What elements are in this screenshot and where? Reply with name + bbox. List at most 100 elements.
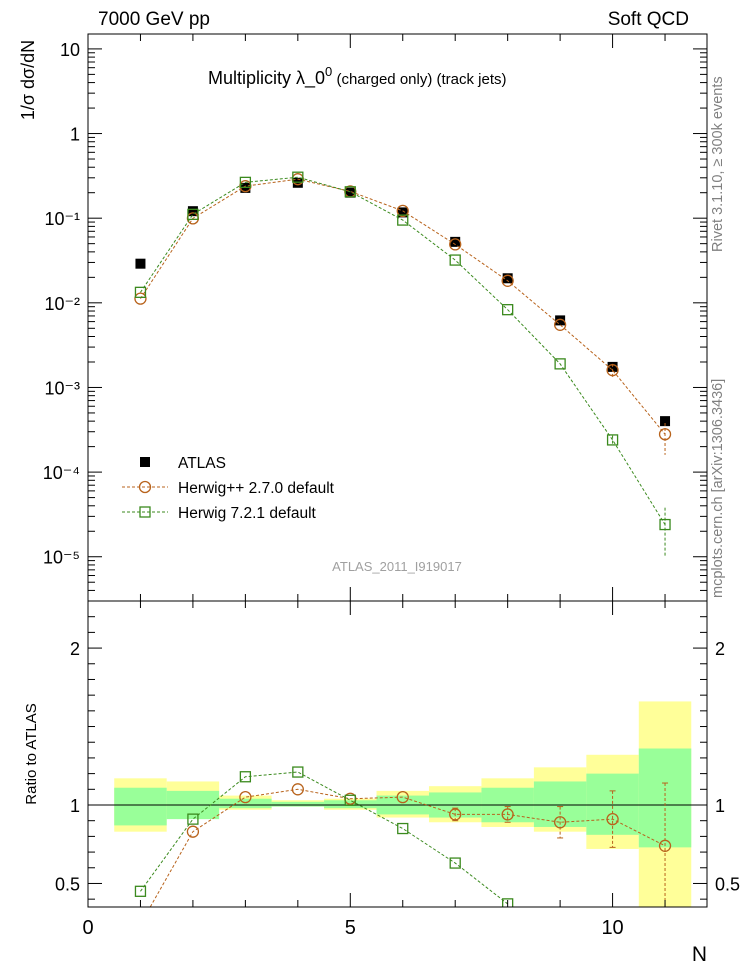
x-tick-label: 0	[82, 917, 93, 939]
x-axis-label: N	[692, 943, 707, 966]
energy-label: 7000 GeV pp	[98, 9, 210, 30]
data-point	[606, 364, 619, 377]
data-point	[292, 171, 304, 183]
ratio-marks	[134, 766, 672, 907]
inner-band	[586, 773, 639, 835]
inner-band	[114, 787, 167, 826]
ratio-line	[149, 788, 666, 907]
data-point	[396, 204, 409, 218]
ratio-point	[553, 816, 567, 829]
data-point	[659, 518, 671, 531]
y-tick-label: 10⁻⁴	[43, 463, 80, 483]
data-point	[187, 208, 199, 220]
main-title: Multiplicity λ_00 (charged only) (track …	[208, 64, 507, 89]
ratio-point	[134, 885, 147, 897]
ratio-panel: 0.5 0.5 1 1 2 2 0 5 10 Ratio to ATLAS N	[23, 600, 740, 966]
ratio-point	[501, 808, 514, 821]
series-line	[140, 176, 666, 525]
data-point	[553, 318, 567, 331]
y-tick-label: 10⁻⁵	[43, 548, 80, 568]
y-tick-label: 1	[70, 125, 80, 145]
data-point	[397, 207, 408, 218]
x-tick-label: 5	[345, 917, 356, 939]
ratio-point	[502, 898, 514, 907]
ratio-series-0	[149, 782, 672, 907]
ratio-y-tick-label: 0.5	[55, 874, 80, 894]
watermark: ATLAS_2011_I919017	[332, 559, 462, 574]
data-point	[134, 292, 147, 305]
inner-band	[533, 781, 587, 827]
ratio-ticks: 0.5 0.5 1 1 2 2 0 5 10	[55, 600, 740, 939]
title-sup: 0	[325, 64, 332, 79]
ratio-y-tick-label: 1	[70, 796, 80, 816]
mcplots-label: mcplots.cern.ch [arXiv:1306.3436]	[710, 379, 726, 598]
ratio-point	[449, 857, 461, 869]
x-tick-label: 10	[601, 917, 623, 939]
process-label: Soft QCD	[608, 9, 689, 30]
data-point	[344, 186, 356, 198]
main-ylabel: 1/σ dσ/dN	[18, 40, 38, 120]
legend-label: Herwig++ 2.7.0 default	[178, 480, 335, 497]
ratio-y-tick-label-right: 0.5	[715, 874, 740, 894]
legend: ATLAS Herwig++ 2.7.0 default Herwig 7.2.1 …	[122, 455, 335, 522]
main-marks	[134, 171, 672, 557]
legend-marker	[139, 506, 151, 518]
ratio-series-1	[134, 766, 514, 907]
data-point	[555, 315, 566, 326]
data-point	[187, 206, 198, 217]
data-point	[554, 358, 566, 370]
data-point	[658, 428, 672, 441]
ratio-point	[239, 791, 252, 804]
main-y-ticks: 10 1 10⁻¹ 10⁻² 10⁻³ 10⁻⁴ 10⁻⁵	[43, 34, 707, 602]
legend-label: Herwig 7.2.1 default	[178, 505, 317, 522]
ratio-point	[449, 808, 462, 821]
ratio-point	[292, 766, 304, 778]
data-point	[450, 236, 461, 247]
y-tick-label: 10⁻¹	[44, 209, 80, 229]
ratio-bands	[88, 701, 707, 907]
title-main: Multiplicity λ_0	[208, 68, 325, 89]
data-point	[449, 238, 462, 251]
legend-marker	[140, 457, 150, 467]
data-point	[135, 258, 146, 269]
series-1	[134, 173, 672, 455]
ratio-point	[344, 794, 356, 806]
ratio-point	[239, 771, 252, 783]
data-point	[397, 214, 409, 226]
series-2	[134, 171, 671, 557]
ratio-point	[291, 783, 304, 796]
data-point	[660, 416, 671, 427]
ratio-point	[186, 825, 200, 838]
data-point	[134, 286, 147, 298]
title-sub: (charged only) (track jets)	[332, 71, 506, 88]
series-line	[140, 178, 666, 435]
legend-entry: Herwig++ 2.7.0 default	[122, 480, 335, 497]
inner-band	[271, 801, 325, 807]
ratio-y-tick-label: 2	[70, 639, 80, 659]
inner-band	[219, 798, 272, 809]
data-point	[502, 273, 513, 284]
ratio-point	[658, 839, 672, 852]
data-point	[345, 187, 356, 198]
ratio-point	[397, 822, 409, 835]
ratio-point	[396, 791, 409, 804]
data-point	[606, 434, 619, 446]
inner-band	[638, 748, 692, 848]
y-tick-label: 10⁻³	[44, 378, 80, 398]
legend-label: ATLAS	[178, 455, 226, 472]
data-point	[502, 304, 514, 316]
data-point	[607, 361, 618, 372]
ratio-point	[187, 813, 199, 825]
y-tick-label: 10	[60, 40, 80, 60]
ratio-point	[606, 812, 619, 826]
y-tick-label: 10⁻²	[44, 294, 80, 314]
data-point	[449, 254, 461, 266]
ratio-ylabel: Ratio to ATLAS	[23, 703, 40, 804]
ratio-frame	[87, 600, 708, 908]
ratio-line	[140, 771, 508, 905]
rivet-label: Rivet 3.1.10, ≥ 300k events	[710, 76, 726, 252]
legend-entry: Herwig 7.2.1 default	[122, 505, 317, 522]
main-panel: Multiplicity λ_00 (charged only) (track …	[18, 33, 708, 602]
ratio-y-tick-label-right: 1	[715, 796, 725, 816]
